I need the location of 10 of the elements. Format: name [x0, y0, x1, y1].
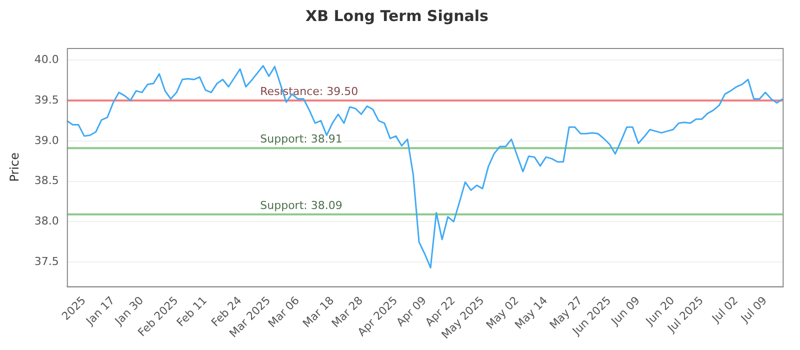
chart-title: XB Long Term Signals: [306, 6, 489, 25]
y-axis-title: Price: [7, 152, 22, 182]
y-tick-label: 38.0: [34, 214, 59, 228]
y-tick-label: 38.5: [34, 174, 59, 188]
y-tick-label: 40.0: [34, 52, 59, 66]
ref-line-label: Support: 38.09: [260, 198, 342, 212]
y-tick-label: 37.5: [34, 254, 59, 268]
ref-line-label: Support: 38.91: [260, 132, 342, 146]
y-tick-label: 39.0: [34, 134, 59, 147]
y-tick-label: 39.5: [34, 93, 59, 106]
